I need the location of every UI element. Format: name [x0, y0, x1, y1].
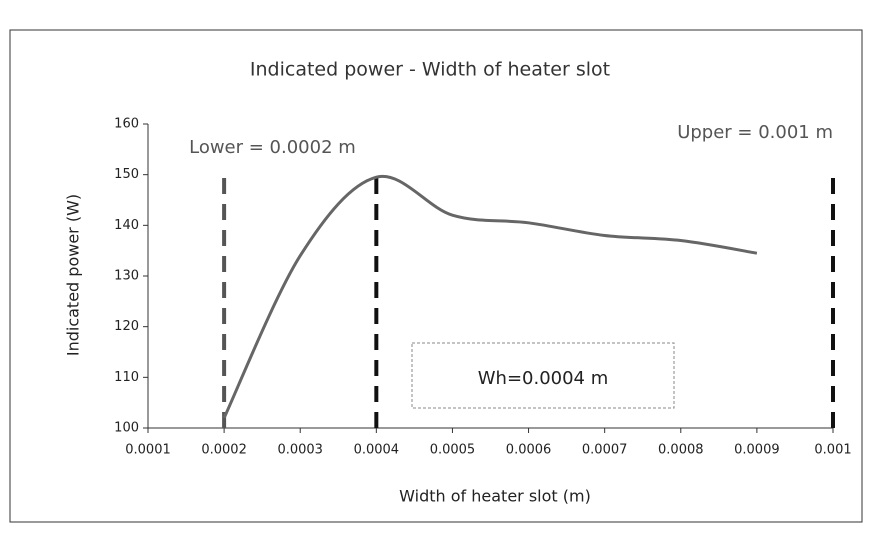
- annotation: Upper = 0.001 m: [677, 122, 833, 143]
- chart-frame: [9, 29, 863, 523]
- data-line: [222, 174, 758, 419]
- x-tick-label: 0.0001: [125, 443, 171, 458]
- y-axis-title: Indicated power (W): [64, 194, 83, 356]
- annotation: Lower = 0.0002 m: [189, 137, 356, 158]
- x-tick-label: 0.0005: [430, 443, 476, 458]
- x-axis-title: Width of heater slot (m): [399, 487, 591, 506]
- y-tick-label: 100: [114, 421, 139, 436]
- x-tick-label: 0.0007: [582, 443, 628, 458]
- y-tick-label: 160: [114, 117, 139, 132]
- annotation: Wh=0.0004 m: [478, 368, 609, 389]
- x-tick-label: 0.001: [814, 443, 851, 458]
- y-tick-label: 150: [114, 167, 139, 182]
- x-tick-label: 0.0002: [201, 443, 247, 458]
- y-tick-label: 140: [114, 218, 139, 233]
- y-tick-label: 120: [114, 319, 139, 334]
- x-tick-label: 0.0004: [354, 443, 400, 458]
- x-tick-label: 0.0008: [658, 443, 704, 458]
- chart-title: Indicated power - Width of heater slot: [250, 59, 610, 81]
- y-tick-label: 130: [114, 269, 139, 284]
- annotation-box: [411, 342, 675, 409]
- x-tick-label: 0.0009: [734, 443, 780, 458]
- y-tick-label: 110: [114, 370, 139, 385]
- x-tick-label: 0.0006: [506, 443, 552, 458]
- x-tick-label: 0.0003: [277, 443, 323, 458]
